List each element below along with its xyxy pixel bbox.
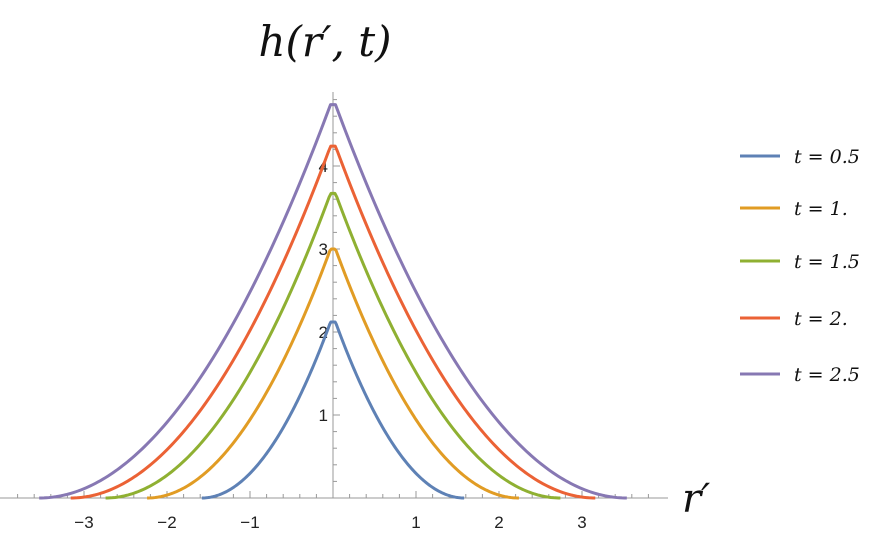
y-tick-label: 3: [319, 240, 328, 259]
series-line-1: [201, 320, 465, 500]
x-tick-label: −3: [74, 513, 93, 532]
series-line-4: [70, 144, 596, 500]
x-tick-label: 1: [411, 513, 420, 532]
legend-label: t = 1.5: [794, 251, 860, 273]
x-tick-label: −2: [157, 513, 176, 532]
x-tick-label: 2: [494, 513, 503, 532]
y-tick-label: 1: [319, 406, 328, 425]
series-line-3: [105, 191, 561, 500]
x-tick-label: 3: [577, 513, 586, 532]
y-tick-label: 2: [319, 323, 328, 342]
series-line-5: [39, 103, 627, 500]
x-axis-label: r′: [682, 476, 710, 522]
curves: [39, 103, 627, 500]
series-line-2: [147, 247, 519, 500]
legend-label: t = 2.5: [794, 364, 860, 386]
x-tick-label: −1: [240, 513, 259, 532]
legend-label: t = 0.5: [794, 146, 860, 168]
x-tick-labels: −3 −2 −1 1 2 3: [74, 513, 586, 532]
chart-title: h(r′, t): [258, 17, 391, 66]
legend-label: t = 2.: [794, 308, 848, 330]
legend-label: t = 1.: [794, 198, 848, 220]
y-minor-ticks: [333, 99, 340, 482]
legend: t = 0.5 t = 1. t = 1.5 t = 2. t = 2.5: [740, 146, 860, 386]
